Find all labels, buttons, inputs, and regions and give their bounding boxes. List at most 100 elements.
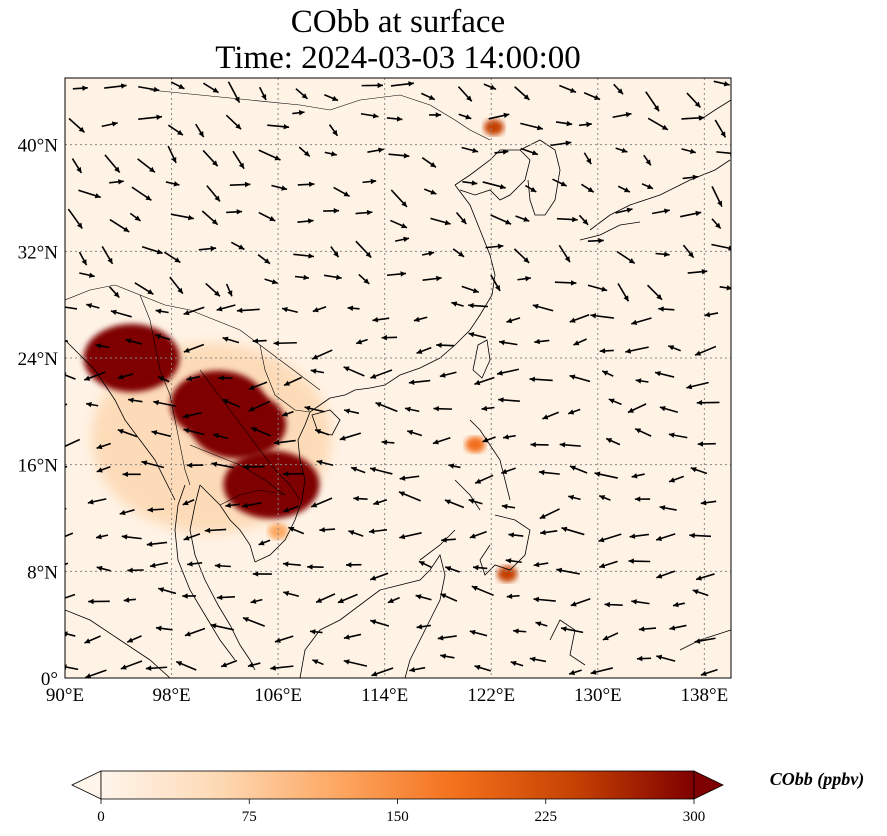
- wind-arrow: [216, 304, 236, 312]
- wind-arrow: [488, 112, 510, 120]
- wind-arrow: [375, 401, 398, 413]
- wind-arrow: [505, 558, 522, 564]
- lon-tick-label: 130°E: [574, 685, 622, 706]
- wind-arrow: [109, 218, 130, 233]
- wind-arrow: [601, 370, 614, 377]
- colorbar-extend-min: [71, 770, 102, 800]
- wind-arrow: [578, 121, 592, 128]
- wind-arrow: [416, 624, 431, 630]
- wind-arrow: [283, 590, 300, 598]
- wind-arrow: [598, 533, 622, 543]
- wind-arrow: [590, 313, 614, 319]
- wind-arrow: [248, 381, 268, 390]
- wind-arrow: [395, 236, 410, 242]
- wind-arrow: [175, 660, 197, 671]
- wind-arrow: [604, 601, 623, 608]
- wind-arrow: [569, 313, 590, 323]
- wind-arrow: [205, 282, 221, 297]
- wind-arrow: [423, 188, 437, 195]
- wind-arrow: [323, 208, 340, 214]
- wind-arrow: [169, 276, 184, 295]
- wind-arrow: [654, 371, 675, 378]
- wind-arrow: [490, 214, 512, 225]
- wind-arrow: [452, 248, 465, 258]
- wind-arrow: [669, 624, 687, 631]
- wind-arrow: [353, 495, 368, 502]
- wind-arrow: [101, 121, 118, 128]
- wind-arrow: [120, 660, 143, 670]
- hotspot-6: [465, 436, 486, 453]
- wind-arrow: [167, 145, 177, 164]
- wind-arrow: [170, 81, 185, 90]
- wind-arrow: [153, 399, 176, 407]
- map-title: CObb at surface: [290, 4, 506, 40]
- wind-arrow: [555, 120, 573, 127]
- wind-arrow: [692, 589, 709, 597]
- wind-arrow: [399, 475, 420, 481]
- wind-arrow: [346, 562, 362, 568]
- wind-arrow: [216, 594, 235, 601]
- wind-arrow: [628, 558, 651, 564]
- wind-arrow: [198, 245, 217, 252]
- wind-arrow: [117, 373, 134, 380]
- wind-arrow: [667, 345, 681, 352]
- wind-arrow: [540, 529, 558, 536]
- wind-arrow: [704, 311, 719, 318]
- wind-arrow: [421, 157, 437, 168]
- wind-arrow: [258, 539, 271, 546]
- wind-arrow: [163, 251, 181, 264]
- wind-arrow: [508, 532, 524, 538]
- wind-arrow: [355, 240, 372, 259]
- wind-arrow: [273, 340, 297, 346]
- wind-arrow: [202, 149, 219, 167]
- wind-arrow: [293, 253, 315, 259]
- wind-arrow: [432, 436, 451, 445]
- wind-arrow: [496, 368, 520, 376]
- wind-arrow: [84, 669, 107, 678]
- wind-arrow: [201, 210, 219, 226]
- wind-arrow: [78, 251, 88, 266]
- wind-arrow: [690, 467, 708, 475]
- wind-arrow: [598, 495, 611, 501]
- wind-arrow: [421, 250, 435, 257]
- wind-arrow: [229, 181, 251, 188]
- wind-arrow: [149, 561, 169, 568]
- wind-arrow: [506, 317, 521, 324]
- wind-arrow: [282, 561, 301, 567]
- wind-arrow: [125, 338, 143, 345]
- lat-tick-label: 24°N: [18, 349, 59, 370]
- wind-arrow: [440, 593, 458, 602]
- wind-arrow: [310, 368, 325, 374]
- wind-arrow: [288, 526, 305, 535]
- wind-arrow: [137, 158, 156, 173]
- wind-arrow: [458, 113, 472, 120]
- colorbar-label: CObb (ppbv): [769, 769, 865, 789]
- wind-arrow: [474, 664, 491, 672]
- lat-tick-label: 8°N: [27, 562, 58, 583]
- wind-arrow: [155, 308, 169, 314]
- wind-arrow: [104, 83, 127, 89]
- wind-arrow: [145, 665, 168, 671]
- wind-arrow: [560, 626, 584, 634]
- wind-arrow: [323, 274, 342, 280]
- wind-arrow: [656, 654, 676, 662]
- wind-arrow: [247, 662, 261, 668]
- wind-arrow: [310, 497, 333, 508]
- colorbar-tick-label: 75: [242, 809, 257, 825]
- wind-arrow: [616, 250, 636, 265]
- lon-tick-label: 90°E: [46, 685, 84, 706]
- wind-arrow: [558, 244, 571, 263]
- wind-arrow: [123, 597, 136, 603]
- wind-arrow: [436, 342, 455, 348]
- wind-arrow: [186, 462, 204, 468]
- wind-arrow: [682, 244, 695, 259]
- wind-arrow: [615, 147, 628, 153]
- lon-tick-label: 114°E: [361, 685, 408, 706]
- wind-arrow: [373, 499, 388, 506]
- wind-arrow: [184, 627, 206, 637]
- wind-arrow: [534, 338, 550, 345]
- wind-arrow: [556, 567, 580, 575]
- colorbar-gradient: [100, 770, 695, 800]
- wind-arrow: [602, 632, 619, 641]
- wind-arrow: [390, 81, 414, 87]
